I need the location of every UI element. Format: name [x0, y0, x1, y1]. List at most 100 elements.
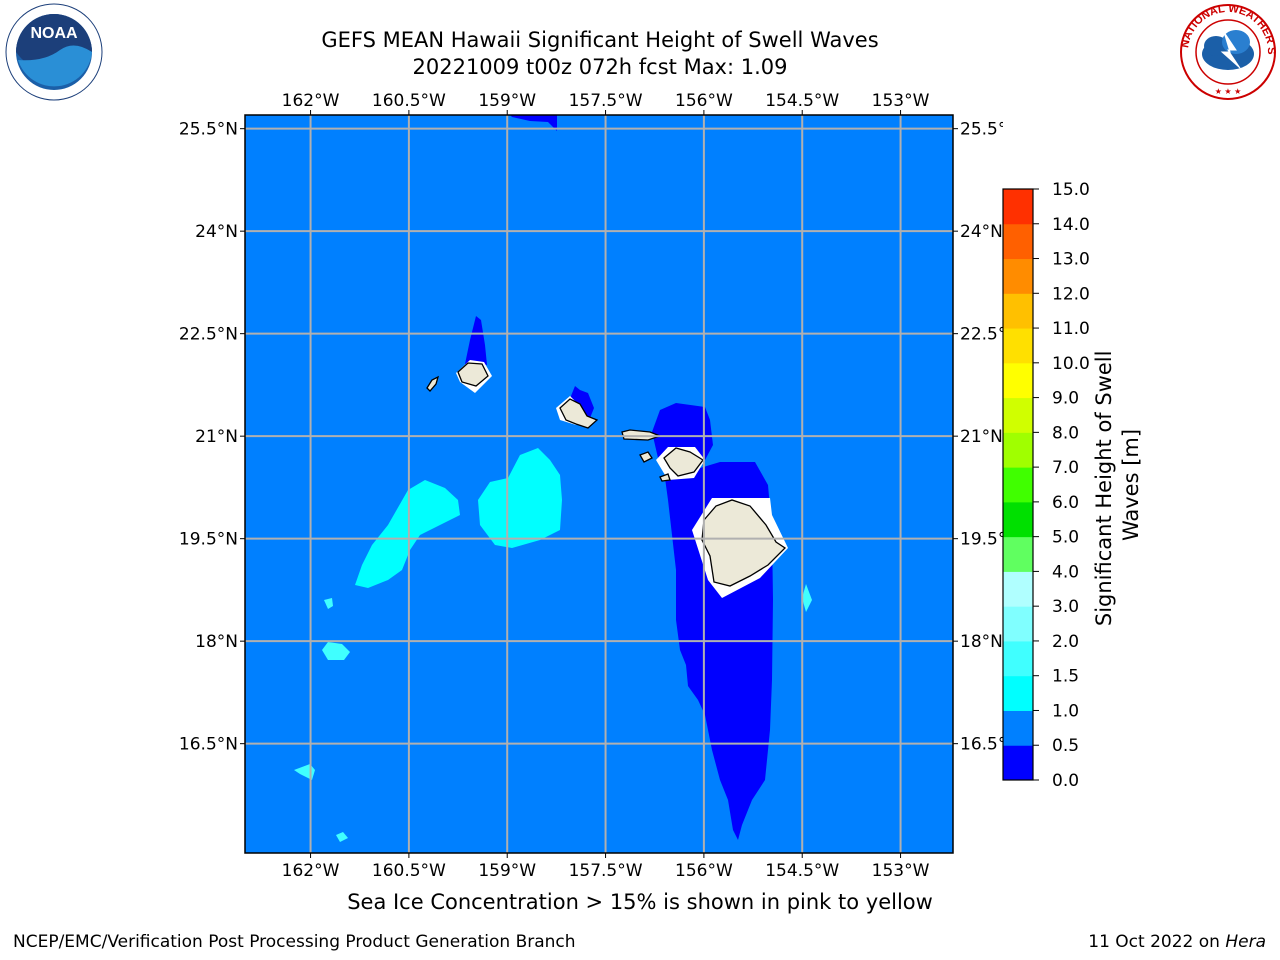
- credit-branch: NCEP/EMC/Verification Post Processing Pr…: [13, 932, 576, 952]
- colorbar-swatch: [1003, 293, 1033, 329]
- colorbar-swatch: [1003, 467, 1033, 503]
- contour-cyan-patch-2: [324, 598, 333, 609]
- colorbar-swatch: [1003, 362, 1033, 399]
- colorbar-label-line1: Significant Height of Swell: [1092, 351, 1116, 627]
- lon-tick-label-top: 154.5°W: [765, 91, 839, 111]
- contour-cyan-west: [355, 480, 460, 588]
- lat-ticks-left: 25.5°N 24°N 22.5°N 21°N 19.5°N 18°N 16.5°N: [179, 120, 245, 755]
- contour-low-kauai-north: [465, 316, 487, 365]
- colorbar-tick-label: 9.0: [1052, 389, 1079, 409]
- lat-tick-label-right: 16.5°N: [960, 735, 1019, 755]
- island-oahu: [559, 398, 599, 429]
- lat-tick-label-right: 21°N: [960, 427, 1003, 447]
- colorbar-tick-label: 11.0: [1052, 319, 1090, 339]
- nws-logo: NATIONAL WEATHER SERVICE ★ ★ ★: [1178, 2, 1277, 100]
- colorbar-tick-label: 3.0: [1052, 597, 1079, 617]
- colorbar-tick-label: 0.0: [1052, 771, 1079, 791]
- island-lanai: [639, 451, 653, 463]
- lon-tick-label-bottom: 159°W: [478, 861, 536, 881]
- lat-tick-label-left: 22.5°N: [179, 325, 238, 345]
- credit-date: 11 Oct 2022 on: [1088, 932, 1226, 952]
- colorbar-swatch: [1003, 258, 1033, 294]
- lon-tick-label-bottom: 153°W: [872, 861, 930, 881]
- lon-tick-label-top: 153°W: [872, 91, 930, 111]
- lat-tick-label-left: 16.5°N: [179, 735, 238, 755]
- island-kahoolawe: [659, 473, 671, 482]
- colorbar-tick-label: 14.0: [1052, 215, 1090, 235]
- contour-cyan-patch-4: [336, 832, 348, 842]
- contour-cyan-center: [478, 448, 562, 548]
- colorbar-tick-label: 8.0: [1052, 423, 1079, 443]
- svg-text:★ ★ ★: ★ ★ ★: [1215, 87, 1242, 96]
- colorbar-tick-label: 1.5: [1052, 667, 1079, 687]
- lat-ticks-right: 25.5°N 24°N 22.5°N 21°N 19.5°N 18°N 16.5°N: [953, 120, 1019, 755]
- colorbar-tick-label: 2.0: [1052, 632, 1079, 652]
- lat-tick-label-right: 24°N: [960, 222, 1003, 242]
- island-niihau: [426, 375, 440, 392]
- colorbar-label: Significant Height of Swell Waves [m]: [1092, 344, 1143, 626]
- island-hawaii: [701, 499, 787, 587]
- colorbar-tick-label: 4.0: [1052, 562, 1079, 582]
- lat-tick-label-right: 18°N: [960, 632, 1003, 652]
- contour-cyan-patch-1: [322, 642, 350, 660]
- colorbar-swatch: [1003, 710, 1033, 746]
- lon-tick-label-bottom: 160.5°W: [372, 861, 446, 881]
- lat-tick-label-left: 19.5°N: [179, 530, 238, 550]
- colorbar-tick-label: 5.0: [1052, 528, 1079, 548]
- colorbar-swatch: [1003, 571, 1033, 607]
- lat-tick-label-right: 25.5°N: [960, 120, 1019, 140]
- colorbar-swatch: [1003, 397, 1033, 433]
- map-frame: [244, 114, 954, 854]
- colorbar-swatch: [1003, 223, 1033, 260]
- colorbar-tick-label: 0.5: [1052, 736, 1079, 756]
- lon-tick-label-top: 157.5°W: [569, 91, 643, 111]
- map-background: [245, 115, 953, 853]
- contour-low-top: [510, 115, 557, 131]
- lat-tick-label-left: 25.5°N: [179, 120, 238, 140]
- colorbar: 0.0 0.5 1.0 1.5 2.0 3.0 4.0 5.0 6.0 7.0 8.0 9.0 10.0…: [1002, 180, 1143, 791]
- colorbar-frame: [1002, 188, 1034, 781]
- island-maui: [663, 447, 704, 477]
- colorbar-tick-label: 15.0: [1052, 180, 1090, 200]
- colorbar-swatch: [1003, 745, 1033, 781]
- lon-tick-label-bottom: 162°W: [282, 861, 340, 881]
- contour-cyan-patch-5: [802, 584, 812, 612]
- colorbar-swatch: [1003, 432, 1033, 468]
- island-kauai: [457, 362, 489, 387]
- credit-host: Hera: [1225, 932, 1266, 952]
- colorbar-tick-label: 12.0: [1052, 284, 1090, 304]
- colorbar-tick-label: 13.0: [1052, 250, 1090, 270]
- map-gridlines: [245, 115, 953, 853]
- credit-date-host: 11 Oct 2022 on Hera: [1088, 932, 1266, 952]
- lat-tick-label-right: 19.5°N: [960, 530, 1019, 550]
- colorbar-tick-label: 7.0: [1052, 458, 1079, 478]
- colorbar-tick-label: 6.0: [1052, 493, 1079, 513]
- map-panel: [244, 114, 954, 854]
- lat-tick-label-left: 24°N: [195, 222, 238, 242]
- map-title: GEFS MEAN Hawaii Significant Height of S…: [321, 28, 879, 52]
- lon-tick-label-top: 162°W: [282, 91, 340, 111]
- colorbar-swatch: [1003, 536, 1033, 572]
- colorbar-tick-label: 10.0: [1052, 354, 1090, 374]
- colorbar-swatch: [1003, 189, 1033, 225]
- colorbar-swatch: [1003, 501, 1033, 538]
- colorbar-label-line2: Waves [m]: [1119, 429, 1143, 541]
- colorbar-swatch: [1003, 328, 1033, 364]
- colorbar-swatch: [1003, 675, 1033, 711]
- lat-tick-label-left: 18°N: [195, 632, 238, 652]
- lat-tick-label-right: 22.5°N: [960, 325, 1019, 345]
- lon-tick-label-bottom: 154.5°W: [765, 861, 839, 881]
- lon-tick-label-top: 160.5°W: [372, 91, 446, 111]
- colorbar-tick-label: 1.0: [1052, 701, 1079, 721]
- noaa-logo-text: NOAA: [30, 25, 78, 42]
- colorbar-swatch: [1003, 640, 1033, 677]
- lon-tick-label-top: 159°W: [478, 91, 536, 111]
- lon-ticks-bottom: 162°W 160.5°W 159°W 157.5°W 156°W 154.5°W 153°…: [282, 853, 930, 881]
- lon-tick-label-bottom: 157.5°W: [569, 861, 643, 881]
- colorbar-swatch: [1003, 606, 1033, 642]
- noaa-logo: NOAA: [5, 3, 103, 101]
- lon-tick-label-bottom: 156°W: [675, 861, 733, 881]
- lat-tick-label-left: 21°N: [195, 427, 238, 447]
- islands: [426, 360, 788, 598]
